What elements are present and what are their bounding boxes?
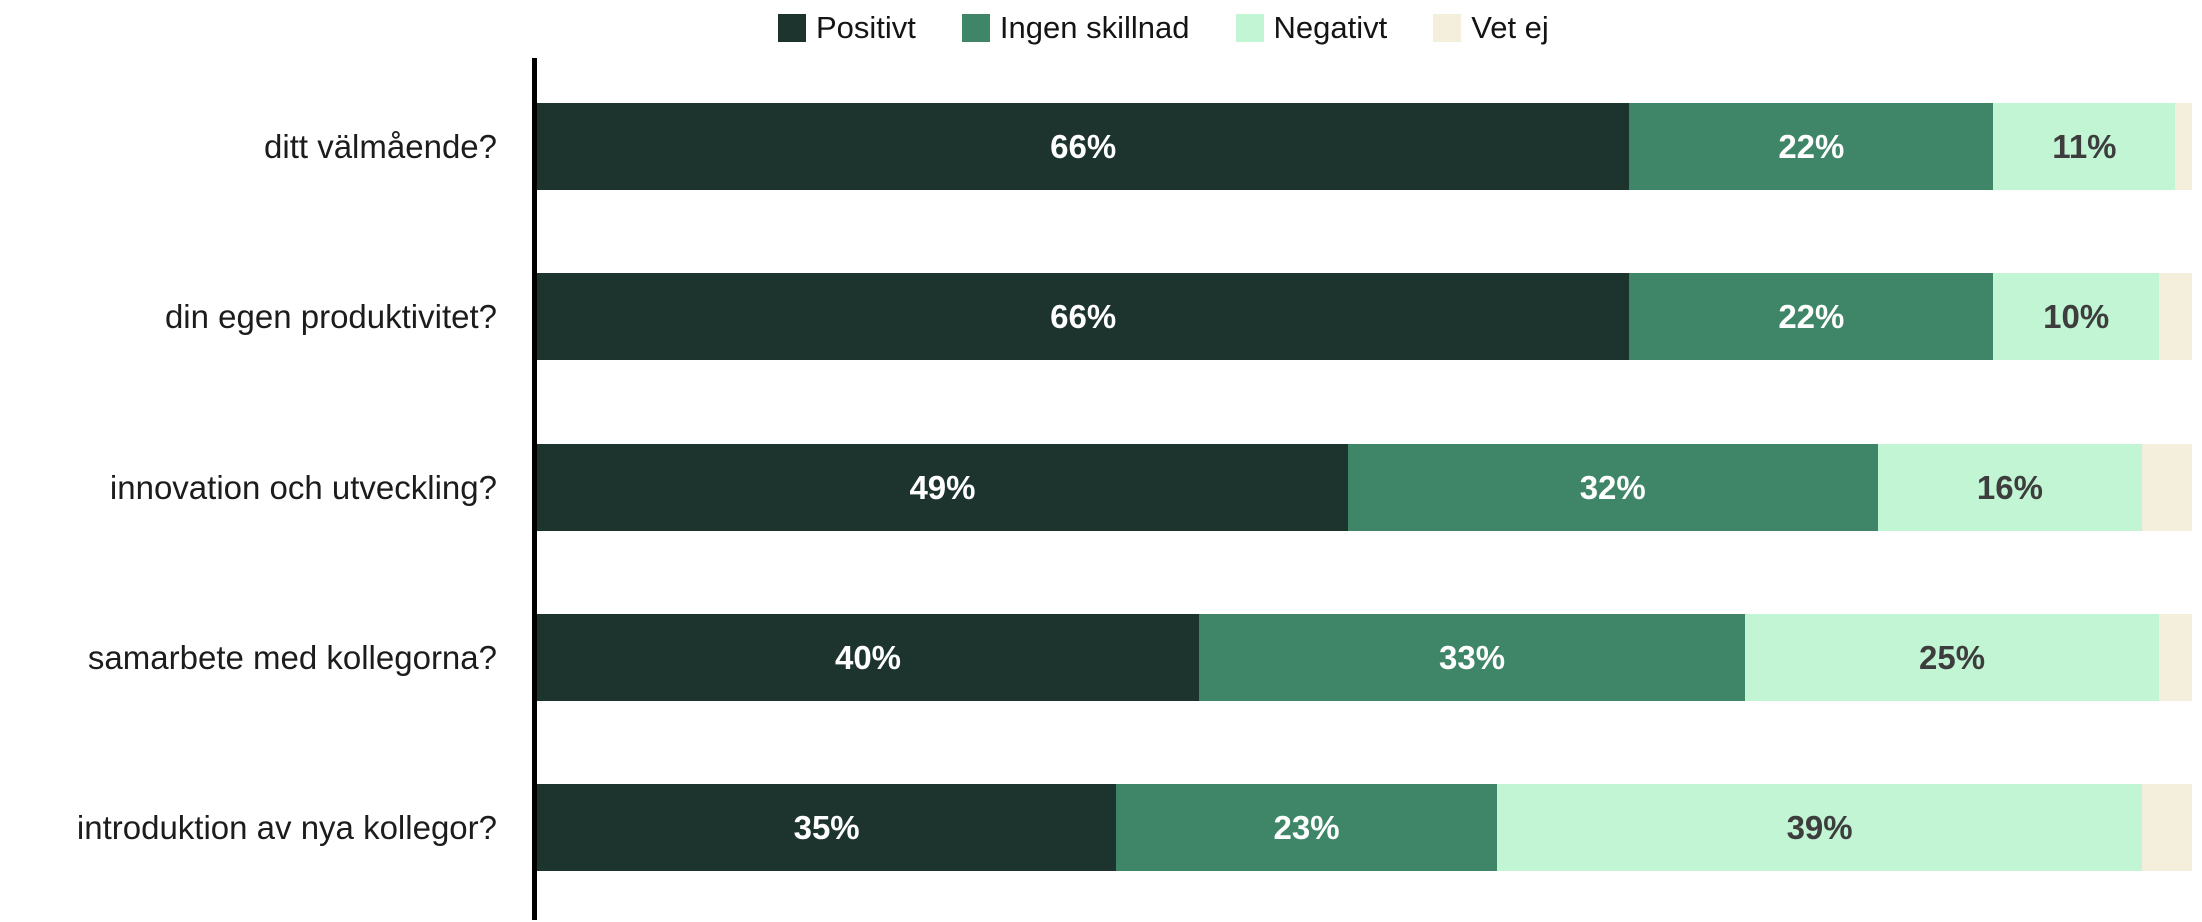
bar-segment-value-label: 39% [1786, 808, 1853, 846]
bar-segment-value-label: 10% [2043, 297, 2110, 335]
bar-segment: 22% [1629, 103, 1994, 190]
bar-row: 66% 22% 10% [537, 273, 2192, 360]
bar-segment: 25% [1745, 614, 2159, 701]
bar-segment: 35% [537, 784, 1117, 871]
category-label: ditt välmående? [264, 128, 497, 165]
legend-item-vet-ej: Vet ej [1433, 10, 1549, 46]
category-label: samarbete med kollegorna? [87, 639, 497, 676]
bar-segment: 22% [1629, 273, 1994, 360]
bar-segment-value-label: 40% [834, 638, 902, 676]
bar-row: 35% 23% 39% [537, 784, 2192, 871]
category-label: innovation och utveckling? [109, 469, 497, 506]
bar-segment [2142, 444, 2192, 531]
legend-label-negativt: Negativt [1273, 10, 1388, 45]
legend-swatch-vet-ej-icon [1433, 14, 1462, 42]
bar-segment: 32% [1347, 444, 1878, 531]
bar-segment-value-label: 23% [1273, 808, 1340, 846]
bar-segment [2158, 273, 2192, 360]
bar-segment-value-label: 22% [1778, 297, 1845, 335]
legend-label-vet-ej: Vet ej [1471, 10, 1549, 45]
legend-item-ingen-skillnad: Ingen skillnad [961, 10, 1190, 46]
bar-segment: 23% [1116, 784, 1497, 871]
plot-area: 66% 22% 11% 66% 22% 10% 49% 32% 16% 40% 33% 25% 35% 2… [537, 0, 2192, 922]
bar-segment: 66% [537, 273, 1630, 360]
bar-segment: 11% [1993, 103, 2176, 190]
bar-segment: 16% [1877, 444, 2143, 531]
bar-segment-value-label: 25% [1918, 638, 1986, 676]
bar-segment: 66% [537, 103, 1630, 190]
bar-row: 49% 32% 16% [537, 444, 2192, 531]
bar-segment-value-label: 32% [1579, 468, 1646, 506]
legend-item-negativt: Negativt [1235, 10, 1388, 46]
bar-segment: 39% [1496, 784, 2143, 871]
category-label: din egen produktivitet? [164, 298, 497, 335]
bar-segment-value-label: 66% [1050, 127, 1117, 165]
bar-segment: 33% [1199, 614, 1746, 701]
bar-segment [2158, 614, 2192, 701]
bar-segment [2142, 784, 2192, 871]
bar-segment-value-label: 11% [2052, 127, 2117, 165]
chart-legend: Positivt Ingen skillnad Negativt Vet ej [778, 6, 1549, 50]
legend-label-positivt: Positivt [816, 10, 916, 45]
bar-segment-value-label: 22% [1778, 127, 1845, 165]
legend-swatch-positivt-icon [778, 14, 806, 42]
legend-label-ingen-skillnad: Ingen skillnad [999, 10, 1190, 45]
legend-swatch-ingen-skillnad-icon [961, 14, 990, 42]
bar-segment: 10% [1993, 273, 2159, 360]
y-axis-line [532, 58, 537, 920]
bar-segment-value-label: 49% [909, 468, 976, 506]
bar-segment: 40% [537, 614, 1199, 701]
category-label: introduktion av nya kollegor? [76, 809, 497, 846]
bar-segment-value-label: 16% [1976, 468, 2043, 506]
legend-item-positivt: Positivt [778, 10, 916, 46]
bar-segment-value-label: 66% [1050, 297, 1117, 335]
bar-segment: 49% [537, 444, 1348, 531]
bar-segment-value-label: 33% [1439, 638, 1506, 676]
bar-row: 40% 33% 25% [537, 614, 2192, 701]
bar-segment [2175, 103, 2192, 190]
legend-swatch-negativt-icon [1235, 14, 1264, 42]
bar-segment-value-label: 35% [793, 808, 860, 846]
bar-row: 66% 22% 11% [537, 103, 2192, 190]
